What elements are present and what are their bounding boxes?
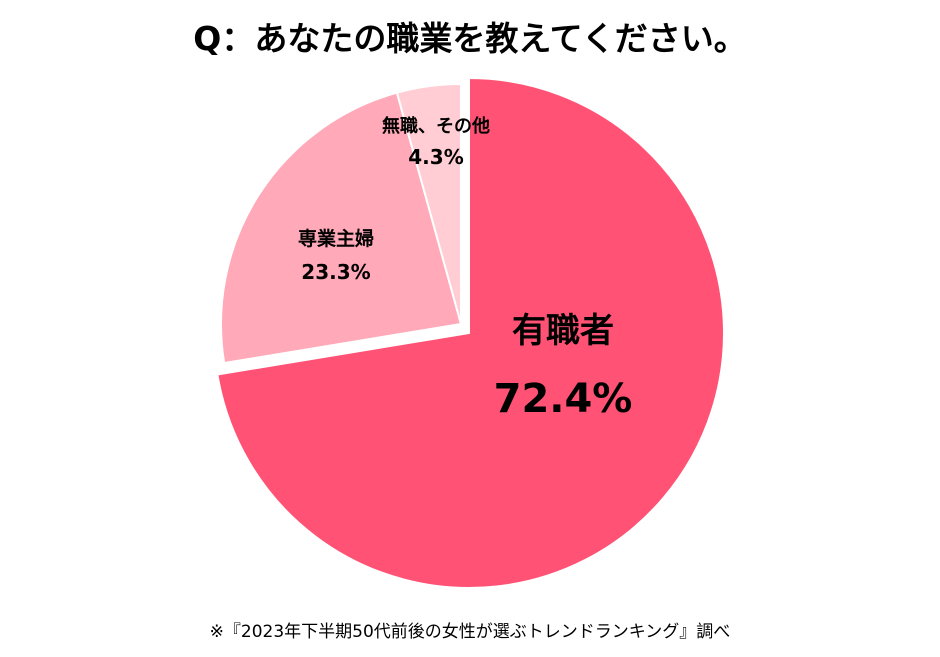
slice-label: 無職、その他 [382, 115, 490, 137]
chart-title: Q：あなたの職業を教えてください。 [193, 19, 747, 58]
source-note: ※『2023年下半期50代前後の女性が選ぶトレンドランキング』調べ [209, 622, 731, 642]
pie-slice [220, 91, 463, 365]
slice-label: 専業主婦 [298, 227, 374, 250]
slice-value-label: 72.4% [494, 376, 633, 422]
slice-label: 有職者 [512, 311, 614, 351]
pie-slice [395, 82, 462, 325]
pie-slice [216, 76, 725, 589]
slice-value-label: 23.3% [301, 260, 370, 284]
slice-value-label: 4.3% [408, 145, 463, 169]
